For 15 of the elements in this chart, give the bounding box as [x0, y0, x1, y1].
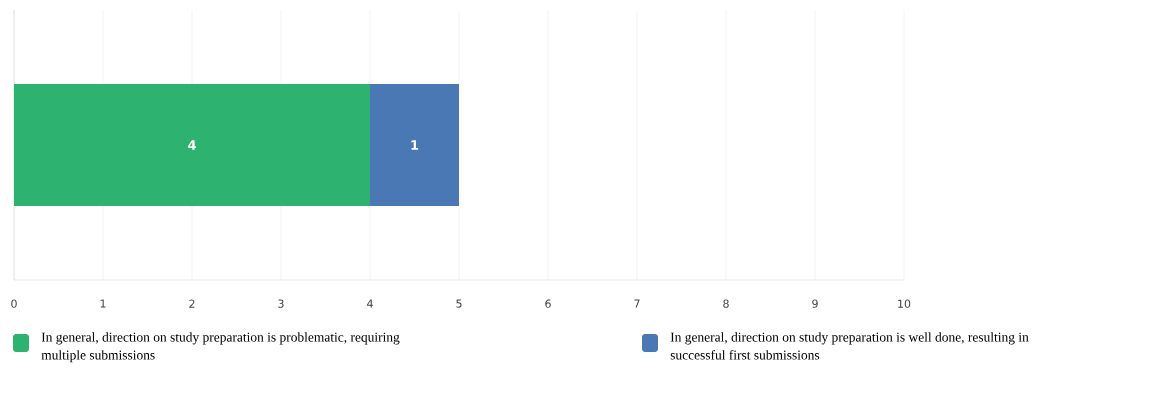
x-tick-label: 5 [456, 299, 462, 308]
x-tick-label: 2 [189, 299, 195, 308]
x-tick-label: 1 [100, 299, 106, 308]
data-label: 1 [411, 140, 419, 150]
x-tick-label: 9 [812, 299, 818, 308]
x-tick-label: 0 [11, 299, 17, 308]
legend-label: In general, direction on study preparation is problematic, requiring multiple submissions [41, 332, 400, 363]
data-label: 4 [188, 140, 196, 150]
x-tick-label: 8 [723, 299, 729, 308]
x-tick-label: 3 [278, 299, 284, 308]
x-tick-label: 4 [367, 299, 373, 308]
legend-label: In general, direction on study preparation is well done, resulting in successful first submissions [670, 332, 1029, 360]
x-tick-label: 7 [634, 299, 640, 308]
x-tick-label: 10 [898, 299, 911, 308]
x-tick-label: 6 [545, 299, 551, 308]
